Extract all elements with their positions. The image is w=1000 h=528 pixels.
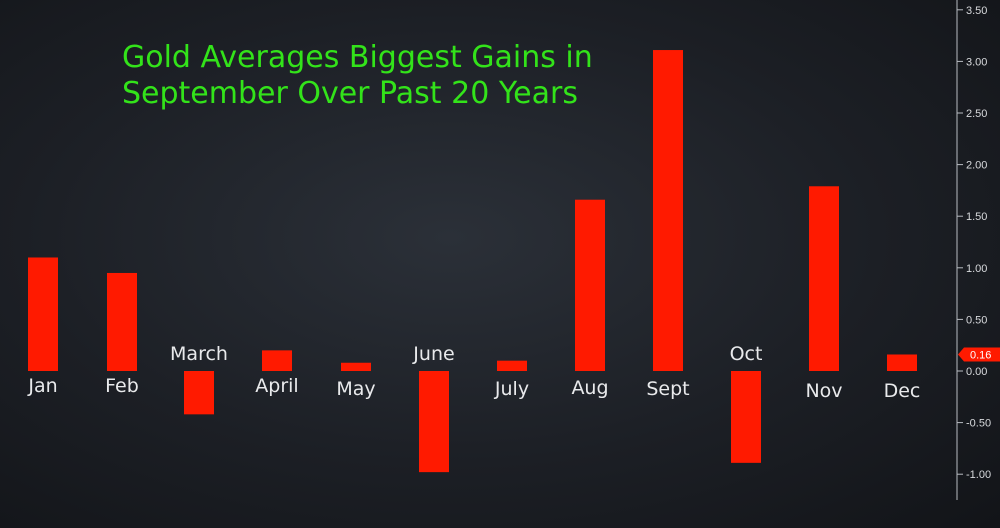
y-tick-label: 0.00 [966, 366, 987, 378]
bar-april [262, 350, 292, 371]
y-tick-label: -1.00 [966, 469, 991, 481]
category-label-jan: Jan [27, 375, 57, 397]
bar-nov [809, 186, 839, 371]
y-tick-label: 2.00 [966, 160, 987, 172]
y-tick-label: -0.50 [966, 418, 991, 430]
y-tick-label: 1.00 [966, 263, 987, 275]
last-value-badge [958, 347, 1000, 362]
category-label-april: April [255, 375, 298, 397]
bar-feb [107, 272, 137, 371]
category-label-sept: Sept [646, 378, 689, 400]
category-label-feb: Feb [105, 375, 139, 397]
bar-aug [575, 199, 605, 371]
category-label-oct: Oct [730, 343, 763, 365]
bar-sept [653, 50, 683, 371]
last-value-label: 0.16 [970, 349, 991, 361]
y-tick-label: 0.50 [966, 314, 987, 326]
category-label-aug: Aug [571, 377, 608, 399]
category-label-dec: Dec [884, 380, 921, 402]
bar-june [419, 371, 449, 473]
bar-dec [887, 354, 917, 371]
category-label-march: March [170, 343, 228, 365]
category-labels: Jan Feb March April May June July Aug Sept Oct Nov… [27, 343, 920, 402]
y-tick-label: 2.50 [966, 108, 987, 120]
y-tick-label: 3.50 [966, 5, 987, 17]
bar-july [497, 360, 527, 371]
y-tick-label: 1.50 [966, 211, 987, 223]
category-label-july: July [494, 378, 529, 400]
bar-oct [731, 371, 761, 463]
bars-layer [28, 50, 917, 473]
bar-march [184, 371, 214, 415]
category-label-june: June [412, 343, 454, 365]
bar-jan [28, 257, 58, 371]
bar-may [341, 362, 371, 371]
last-value-badge-group: 0.16 [958, 347, 1000, 362]
category-label-nov: Nov [805, 380, 842, 402]
chart-title-line-1: Gold Averages Biggest Gains in [122, 40, 593, 75]
y-tick-label: 3.00 [966, 56, 987, 68]
y-axis: -1.00 -0.50 0.00 0.50 1.00 1.50 2.00 2.50 3.00 3.… [957, 5, 991, 481]
category-label-may: May [336, 378, 375, 400]
chart-title-line-2: September Over Past 20 Years [122, 76, 578, 111]
